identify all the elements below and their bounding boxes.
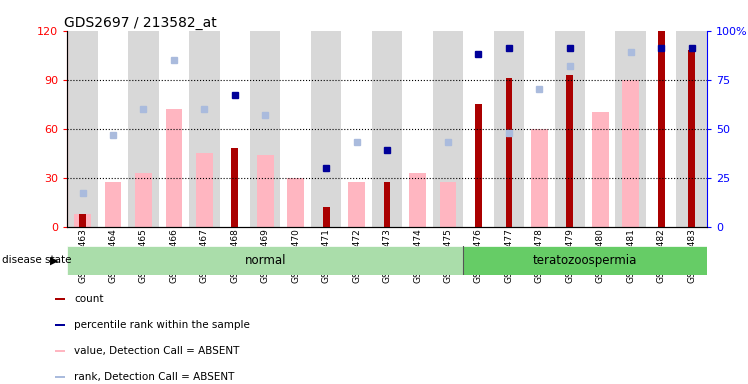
Bar (74, 214, 91, 227)
Bar (55, 324, 65, 326)
Bar (688, 50, 695, 227)
Bar (524, 31, 554, 227)
Bar (475, 104, 482, 227)
Bar (98, 31, 128, 227)
Bar (189, 31, 220, 227)
Bar (231, 148, 238, 227)
Bar (506, 78, 512, 227)
Bar (531, 129, 548, 227)
Bar (372, 31, 402, 227)
Text: rank, Detection Call = ABSENT: rank, Detection Call = ABSENT (74, 372, 235, 382)
Text: value, Detection Call = ABSENT: value, Detection Call = ABSENT (74, 346, 239, 356)
Bar (657, 31, 664, 227)
Bar (67, 31, 98, 227)
Bar (323, 207, 330, 227)
Bar (250, 31, 280, 227)
Text: GDS2697 / 213582_at: GDS2697 / 213582_at (64, 16, 217, 30)
Bar (622, 80, 639, 227)
Bar (585, 31, 616, 227)
Bar (287, 178, 304, 227)
Bar (616, 31, 646, 227)
Bar (384, 182, 390, 227)
Bar (55, 376, 65, 378)
Bar (349, 182, 365, 227)
Bar (676, 31, 707, 227)
Bar (494, 31, 524, 227)
Bar (55, 350, 65, 352)
Bar (105, 182, 121, 227)
Bar (463, 31, 494, 227)
Bar (128, 31, 159, 227)
Bar (257, 155, 274, 227)
Bar (402, 31, 433, 227)
Bar (646, 31, 676, 227)
Bar (440, 182, 456, 227)
Bar (592, 113, 609, 227)
Bar (409, 173, 426, 227)
Bar (135, 173, 152, 227)
Bar (463, 246, 707, 275)
Bar (55, 298, 65, 300)
Text: percentile rank within the sample: percentile rank within the sample (74, 320, 251, 330)
Bar (165, 109, 183, 227)
Bar (79, 214, 86, 227)
Bar (280, 31, 311, 227)
Bar (566, 75, 573, 227)
Bar (554, 31, 585, 227)
Text: normal: normal (245, 254, 286, 266)
Bar (159, 31, 189, 227)
Text: disease state: disease state (2, 255, 72, 265)
Text: ▶: ▶ (50, 255, 58, 265)
Bar (67, 246, 463, 275)
Bar (196, 153, 212, 227)
Bar (220, 31, 250, 227)
Text: teratozoospermia: teratozoospermia (533, 254, 637, 266)
Bar (311, 31, 341, 227)
Text: count: count (74, 294, 104, 304)
Bar (433, 31, 463, 227)
Bar (341, 31, 372, 227)
